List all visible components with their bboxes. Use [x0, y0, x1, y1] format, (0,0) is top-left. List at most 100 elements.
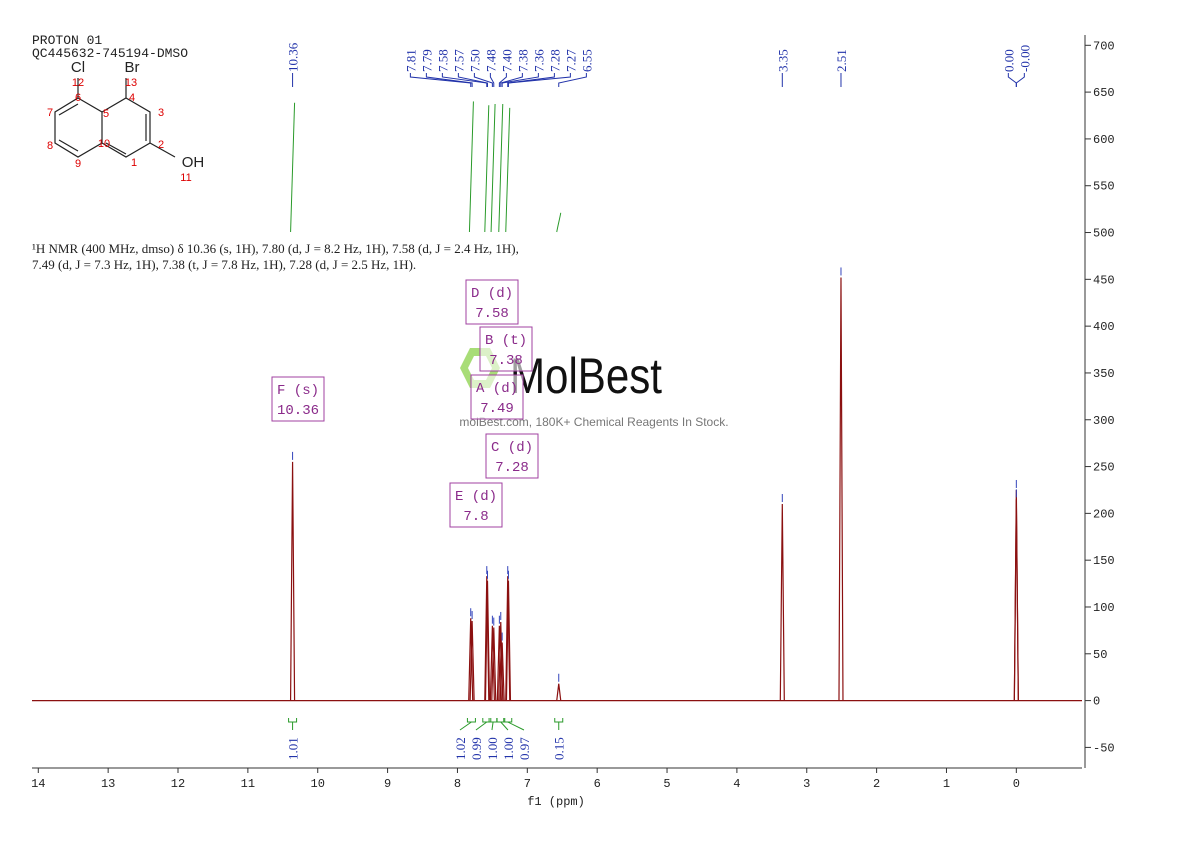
atom-number: 3 [158, 107, 164, 119]
peak-leader [425, 73, 473, 87]
peak-label: 7.79 [419, 49, 434, 72]
y-tick-label: 650 [1093, 86, 1115, 100]
structure-bonds [54, 78, 176, 158]
peak [468, 618, 474, 701]
peak-label: 7.58 [435, 49, 450, 72]
y-tick-label: 250 [1093, 461, 1115, 475]
integral-label: 1.00 [501, 737, 516, 760]
x-tick-label: 3 [803, 777, 810, 791]
atom-number: 13 [125, 77, 137, 89]
peak-leader [441, 73, 488, 87]
y-tick-label: 150 [1093, 554, 1115, 568]
peak [469, 621, 475, 701]
peak-leader [457, 73, 488, 87]
atom-number: 9 [75, 158, 81, 170]
peak [505, 576, 511, 701]
y-tick-label: -50 [1093, 741, 1115, 755]
peak-label: 10.36 [286, 42, 301, 72]
x-tick-label: 9 [384, 777, 391, 791]
integral-trace [505, 107, 511, 233]
integral-bracket [459, 718, 476, 731]
x-tick-label: 8 [454, 777, 461, 791]
peak-label: 7.38 [515, 49, 530, 72]
integral-label: 0.15 [552, 737, 567, 760]
multiplet-box [479, 326, 533, 372]
x-axis-label: f1 (ppm) [527, 795, 585, 809]
watermark-brand: MolBest [510, 348, 662, 404]
integral-trace [290, 102, 296, 233]
atom-number: 1 [131, 157, 137, 169]
integral-label: 0.99 [469, 737, 484, 760]
integral-bracket [496, 718, 509, 731]
integral-trace [468, 101, 474, 233]
peak [779, 504, 785, 701]
multiplet-label: D (d) [471, 286, 513, 302]
integral-bracket [503, 718, 525, 731]
peak [838, 277, 844, 701]
x-tick-label: 0 [1013, 777, 1020, 791]
y-tick-label: 0 [1093, 695, 1100, 709]
peak-leader [501, 73, 539, 87]
x-tick-label: 11 [241, 777, 255, 791]
atom-number: 4 [129, 92, 135, 104]
peak-label: 0.00 [1001, 49, 1016, 72]
multiplet-label: B (t) [485, 333, 527, 349]
x-tick-label: 1 [943, 777, 950, 791]
multiplet-box [485, 433, 539, 479]
peak [556, 683, 562, 701]
peak-label: 7.40 [499, 49, 514, 72]
peak [484, 580, 491, 701]
integral-label: 1.02 [453, 737, 468, 760]
multiplet-shift: 7.28 [495, 460, 529, 476]
peak-leader [558, 73, 587, 87]
peak-label: 7.48 [483, 49, 498, 72]
multiplet-label: A (d) [476, 381, 518, 397]
peak-label: 7.36 [531, 49, 546, 72]
atom-number: 11 [180, 172, 191, 184]
multiplet-box [271, 376, 325, 422]
y-tick-label: 400 [1093, 320, 1115, 334]
integral-label: 0.97 [517, 737, 532, 760]
peak-label: 7.28 [547, 49, 562, 72]
atom-number: 6 [75, 92, 81, 104]
peak-label: -0.00 [1017, 45, 1032, 72]
y-tick-label: 700 [1093, 39, 1115, 53]
peak-leader [489, 73, 495, 87]
peak [484, 576, 490, 701]
multiplet-label: F (s) [277, 383, 319, 399]
atom-number: 5 [103, 108, 109, 120]
peak-leader [498, 73, 507, 87]
x-tick-label: 12 [171, 777, 185, 791]
y-tick-label: 300 [1093, 414, 1115, 428]
y-tick-label: 100 [1093, 601, 1115, 615]
y-tick-label: 550 [1093, 180, 1115, 194]
annotation-line: 7.49 (d, J = 7.3 Hz, 1H), 7.38 (t, J = 7… [32, 257, 416, 272]
multiplet-shift: 7.49 [480, 401, 514, 417]
peak-leader [1015, 73, 1025, 87]
y-tick-label: 350 [1093, 367, 1115, 381]
atom-number: 8 [47, 140, 53, 152]
x-tick-label: 6 [594, 777, 601, 791]
peak [489, 625, 495, 701]
title-line: PROTON 01 [32, 33, 102, 48]
peak [491, 627, 497, 701]
y-tick-label: 450 [1093, 273, 1115, 287]
atom-number: 2 [158, 139, 164, 151]
integral-trace [484, 105, 490, 233]
peak [1013, 499, 1019, 701]
peak-label: 7.50 [467, 49, 482, 72]
multiplet-box [449, 482, 503, 528]
multiplet-box [470, 374, 524, 420]
x-tick-label: 5 [663, 777, 670, 791]
multiplet-box [465, 279, 519, 325]
peak [505, 580, 512, 701]
atom-label: Cl [71, 59, 85, 76]
peak-leader [507, 73, 555, 87]
peak-leader [507, 73, 571, 87]
x-tick-label: 7 [524, 777, 531, 791]
atom-label: OH [182, 154, 205, 171]
multiplet-shift: 7.58 [475, 306, 509, 322]
peak-leader [1007, 73, 1017, 87]
